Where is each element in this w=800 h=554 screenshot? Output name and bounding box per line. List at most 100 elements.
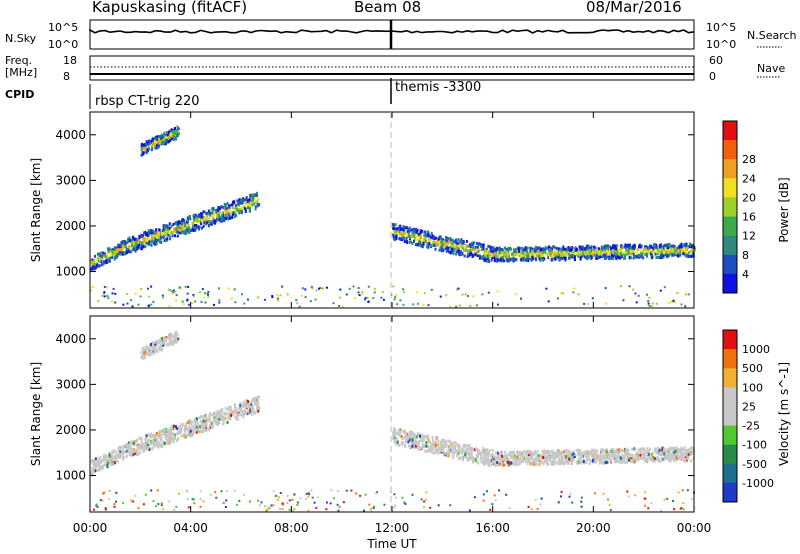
velocity-point (492, 460, 495, 464)
power-point (586, 244, 589, 248)
velocity-point (310, 489, 313, 492)
velocity-point (395, 441, 398, 445)
velocity-point (411, 431, 414, 435)
velocity-point (568, 495, 571, 498)
power-point (224, 213, 227, 217)
velocity-point (108, 453, 111, 457)
power-point (531, 247, 534, 251)
power-point (207, 295, 210, 298)
power-point (615, 247, 618, 251)
velocity-point (415, 435, 418, 439)
velocity-point (507, 453, 510, 456)
velocity-point (634, 447, 637, 451)
velocity-point (482, 499, 485, 502)
power-point (575, 247, 578, 251)
power-point (164, 229, 166, 232)
velocity-point (293, 493, 296, 496)
velocity-point (662, 450, 665, 454)
power-point (176, 134, 179, 138)
velocity-point (508, 451, 511, 455)
velocity-point (103, 491, 106, 494)
velocity-point (575, 448, 578, 452)
velocity-point (197, 428, 200, 432)
velocity-point (150, 343, 153, 346)
power-point (536, 254, 539, 258)
power-point (488, 250, 490, 254)
velocity-point (147, 446, 149, 449)
power-point (665, 243, 668, 247)
velocity-point (482, 458, 485, 462)
velocity-colorbar-label: Velocity [m s^-1] (777, 362, 791, 466)
power-point (609, 256, 612, 260)
power-point (512, 256, 515, 260)
velocity-point (224, 506, 227, 508)
velocity-point (571, 501, 574, 504)
power-point (533, 254, 536, 258)
velocity-point (579, 461, 581, 465)
power-point (415, 291, 418, 294)
power-point (556, 252, 559, 256)
power-point (586, 250, 589, 254)
power-point (671, 253, 674, 257)
velocity-point (513, 450, 515, 454)
power-point (441, 238, 444, 242)
power-point (557, 248, 560, 252)
velocity-point (516, 450, 519, 454)
velocity-point (579, 453, 582, 457)
power-point (410, 235, 413, 239)
power-point (200, 222, 203, 225)
power-point (486, 254, 489, 258)
power-point (357, 291, 360, 294)
velocity-point (621, 448, 624, 452)
power-y-axis-label: Slant Range [km] (29, 158, 43, 262)
power-point (495, 250, 498, 254)
velocity-point (651, 452, 654, 456)
velocity-point (173, 433, 176, 437)
velocity-point (195, 428, 197, 432)
power-point (414, 235, 417, 239)
velocity-point (137, 452, 140, 456)
power-point (536, 251, 539, 255)
velocity-point (543, 449, 546, 453)
velocity-point (527, 506, 530, 508)
velocity-point (518, 453, 521, 457)
power-point (633, 243, 636, 247)
velocity-point (170, 428, 173, 431)
velocity-point (491, 503, 494, 506)
power-point (514, 257, 517, 261)
power-point (358, 294, 361, 297)
velocity-point (121, 448, 124, 452)
power-point (616, 244, 619, 248)
velocity-point (248, 410, 251, 414)
velocity-point (505, 493, 508, 496)
power-point (178, 132, 181, 136)
power-point (523, 252, 526, 256)
velocity-point (626, 460, 629, 464)
power-point (300, 294, 303, 297)
velocity-point (627, 495, 630, 498)
power-point (364, 296, 367, 299)
power-point (147, 305, 150, 308)
velocity-point (132, 453, 135, 457)
velocity-point (502, 456, 505, 460)
power-point (619, 252, 622, 256)
velocity-point (254, 397, 257, 401)
velocity-point (658, 448, 661, 452)
power-point (136, 241, 139, 245)
velocity-point (250, 402, 253, 406)
power-point (187, 223, 190, 227)
velocity-point (644, 459, 647, 463)
power-point (554, 246, 557, 250)
velocity-point (143, 347, 145, 351)
power-point (610, 253, 613, 257)
power-point (649, 252, 652, 256)
power-point (108, 248, 111, 252)
power-point (471, 254, 474, 258)
power-point (176, 223, 179, 227)
velocity-point (183, 435, 186, 439)
velocity-point (155, 438, 158, 441)
power-point (559, 250, 562, 254)
power-point (203, 216, 206, 220)
power-point (488, 253, 491, 257)
